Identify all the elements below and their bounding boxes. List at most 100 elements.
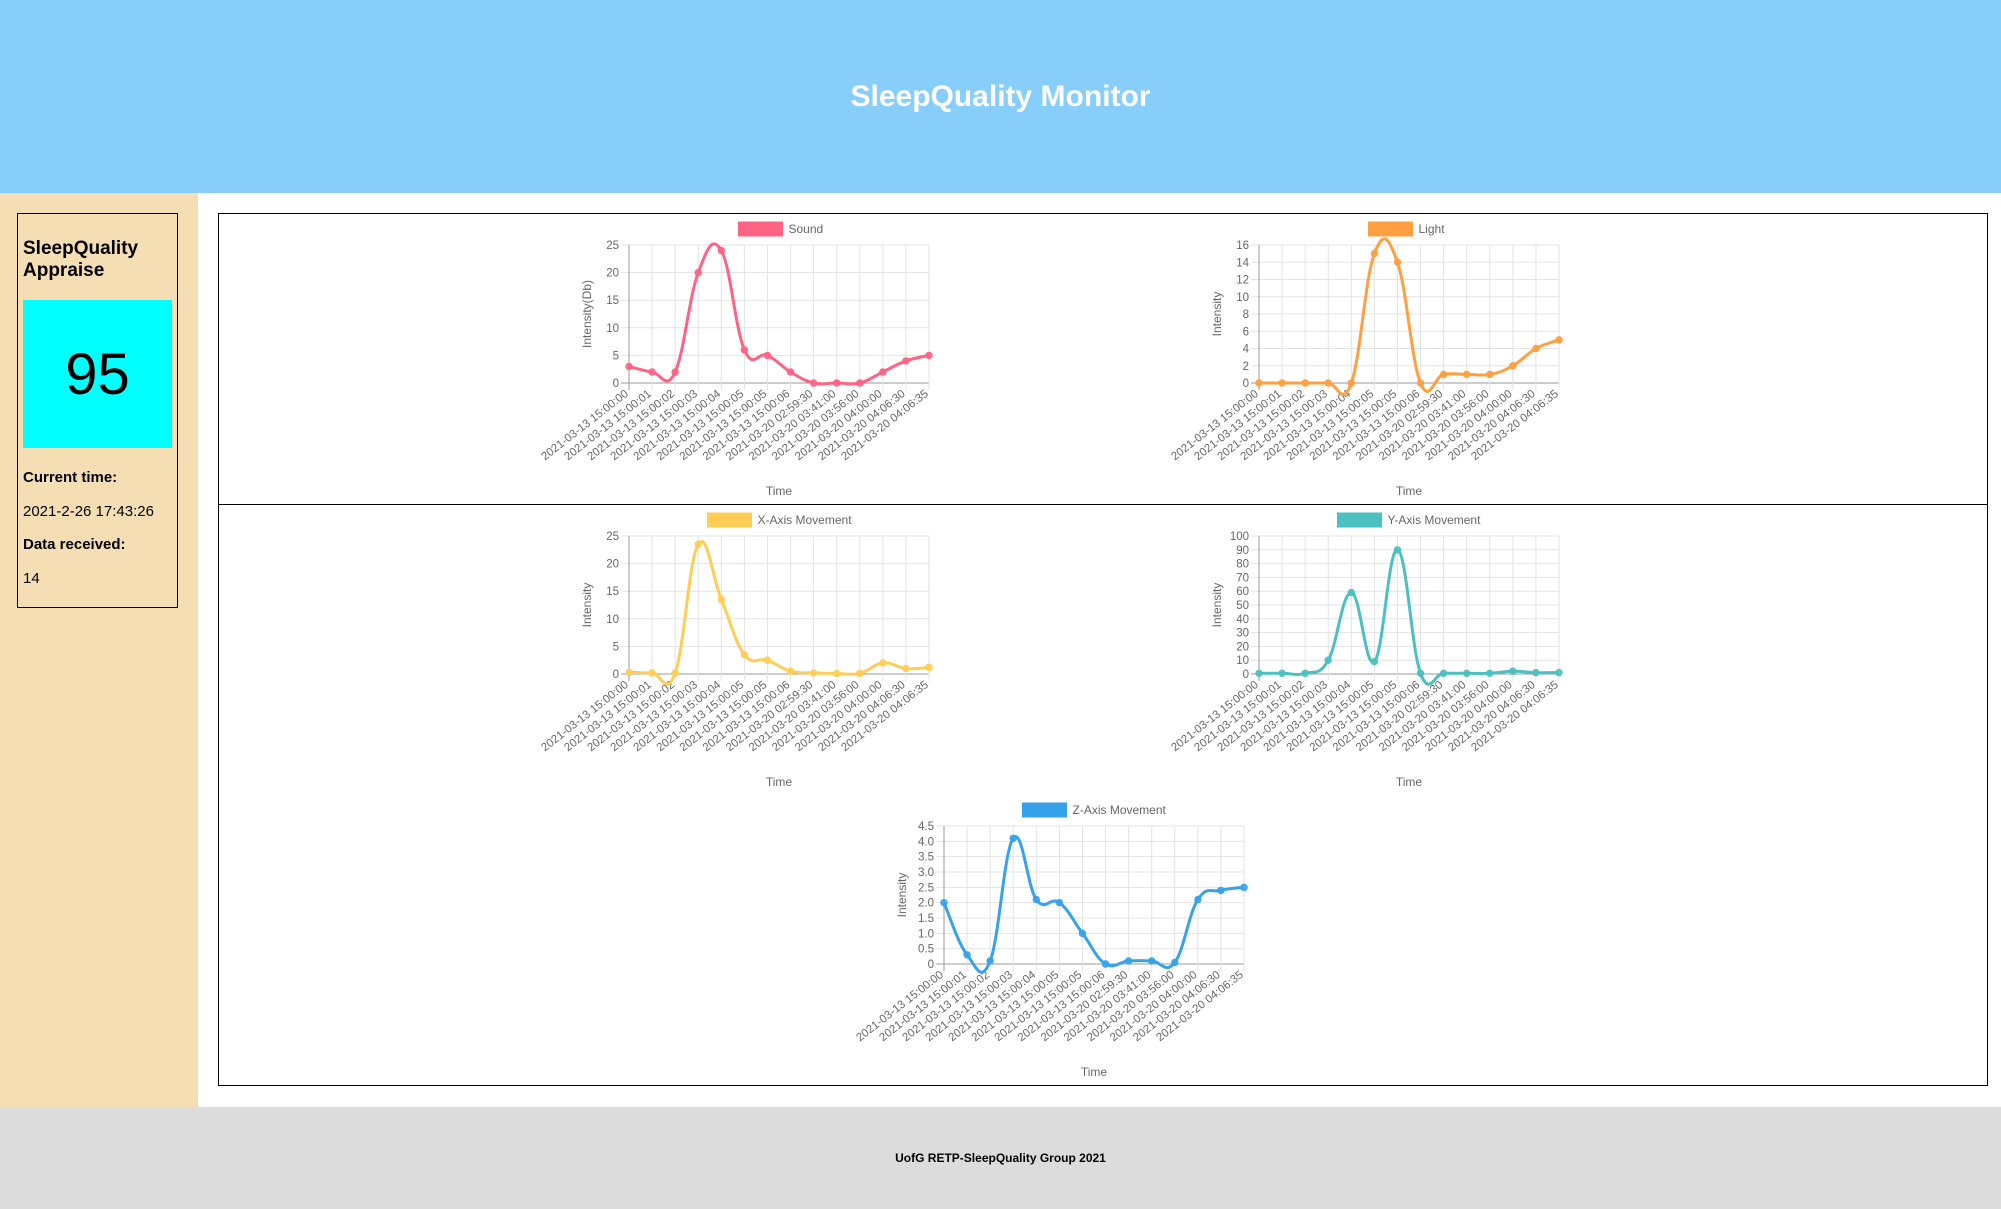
x-axis-title: Time <box>1396 775 1423 789</box>
y-tick-label: 5 <box>613 350 619 362</box>
y-tick-label: 14 <box>1236 257 1249 269</box>
y-tick-label: 10 <box>1236 655 1249 667</box>
data-point <box>1171 958 1179 967</box>
data-point <box>717 595 726 604</box>
data-point <box>809 669 818 677</box>
legend: X-Axis Movement <box>707 512 853 528</box>
series-line <box>1258 237 1560 396</box>
data-point <box>856 669 864 678</box>
y-tick-label: 4.0 <box>918 836 934 848</box>
y-tick-label: 20 <box>1236 641 1249 653</box>
data-point <box>740 650 749 659</box>
data-point <box>1240 883 1248 892</box>
chart-panel-top: Sound 0 5 10 15 20 25 2021-03-13 15:00:00 2021-0… <box>218 213 1988 505</box>
data-point <box>1217 886 1225 895</box>
x-axis-title: Time <box>766 484 793 498</box>
y-tick-label: 20 <box>606 268 619 280</box>
data-point <box>625 668 633 677</box>
y-tick-label: 20 <box>606 559 619 571</box>
current-time-label: Current time: <box>23 469 118 486</box>
series-line <box>942 835 1245 974</box>
data-point <box>1194 895 1202 904</box>
grid <box>621 535 930 681</box>
y-tick-label: 0 <box>613 669 619 681</box>
footer-text: UofG RETP-SleepQuality Group 2021 <box>895 1151 1106 1165</box>
y-tick-label: 10 <box>606 614 619 626</box>
data-point <box>925 351 933 360</box>
y-tick-label: 60 <box>1236 586 1249 598</box>
legend-swatch <box>1022 802 1067 818</box>
data-point <box>1147 957 1156 965</box>
data-received-value: 14 <box>23 570 40 587</box>
data-point <box>986 957 994 965</box>
data-point <box>879 659 887 667</box>
y-tick-label: 3.5 <box>918 852 934 864</box>
y-tick-label: 15 <box>606 586 619 598</box>
data-point <box>1509 667 1517 675</box>
y-tick-label: 1.5 <box>918 913 934 925</box>
y-tick-label: 0 <box>1243 669 1249 681</box>
data-point <box>856 379 864 387</box>
x-axis-title: Time <box>766 775 793 789</box>
page-footer: UofG RETP-SleepQuality Group 2021 <box>0 1107 2001 1209</box>
data-point <box>1324 656 1332 664</box>
legend-swatch <box>1368 221 1413 237</box>
y-tick-label: 6 <box>1243 326 1249 338</box>
data-point <box>1301 669 1309 678</box>
data-point <box>648 669 656 677</box>
data-point <box>717 246 726 255</box>
x-axis-title: Time <box>1081 1065 1108 1079</box>
data-point <box>1462 669 1471 678</box>
x-axis-title: Time <box>1396 484 1423 498</box>
data-point <box>1532 668 1540 677</box>
y-axis-title: Intensity <box>895 873 909 918</box>
y-tick-label: 70 <box>1236 572 1249 584</box>
grid <box>1251 535 1560 681</box>
data-point <box>879 368 887 376</box>
appraise-title: SleepQuality Appraise <box>23 238 139 281</box>
data-point <box>1439 370 1448 379</box>
data-point <box>963 951 971 959</box>
data-point <box>940 898 948 907</box>
y-tick-label: 2.5 <box>918 882 934 894</box>
data-point <box>1301 379 1309 387</box>
data-point <box>832 669 841 678</box>
data-point <box>740 346 749 354</box>
appraise-panel: SleepQuality Appraise 95 Current time: 2… <box>17 213 178 608</box>
data-point <box>1486 370 1494 379</box>
data-point <box>1278 669 1286 678</box>
data-point <box>1439 669 1448 678</box>
data-point <box>1278 379 1286 387</box>
y-tick-label: 1.0 <box>918 928 934 940</box>
data-point <box>1393 546 1402 554</box>
data-point <box>786 667 795 675</box>
data-point <box>763 351 772 360</box>
data-point <box>1486 669 1494 678</box>
legend: Z-Axis Movement <box>1022 802 1167 818</box>
y-tick-label: 80 <box>1236 559 1249 571</box>
data-point <box>1124 957 1133 965</box>
legend-label: Z-Axis Movement <box>1073 803 1167 817</box>
y-tick-label: 90 <box>1236 545 1249 557</box>
data-point <box>648 368 656 376</box>
data-point <box>1255 379 1263 387</box>
legend-swatch <box>707 512 752 528</box>
data-point <box>1370 657 1379 666</box>
y-tick-label: 25 <box>606 240 619 252</box>
y-tick-label: 10 <box>1236 292 1249 304</box>
data-point <box>1347 379 1356 387</box>
data-point <box>1393 258 1402 266</box>
legend-label: X-Axis Movement <box>758 513 853 527</box>
main-content: Sound 0 5 10 15 20 25 2021-03-13 15:00:00 2021-0… <box>198 193 2001 1107</box>
legend-swatch <box>1337 512 1382 528</box>
data-point <box>1324 379 1332 387</box>
z-axis-movement-chart: Z-Axis Movement 0 0.5 1.0 1.5 2.0 2.5 3.0 3.5 4.0… <box>854 802 1248 1079</box>
data-point <box>1101 960 1110 968</box>
grid <box>1251 244 1560 390</box>
data-point <box>694 540 702 548</box>
grid <box>621 244 930 390</box>
data-point <box>1509 362 1517 370</box>
data-point <box>902 357 910 365</box>
y-tick-label: 0 <box>613 378 619 390</box>
